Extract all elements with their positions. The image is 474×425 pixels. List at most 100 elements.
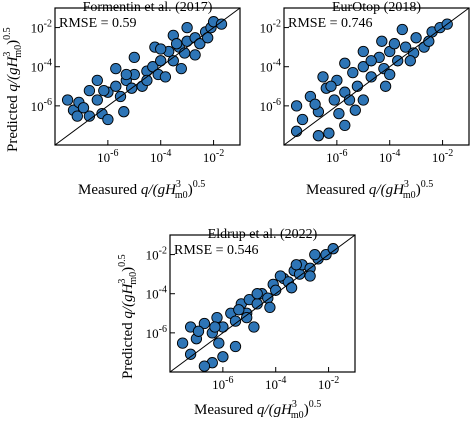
x-axis-label: Measured q/(gH3 m0)0.5 (194, 399, 321, 420)
data-point (357, 94, 369, 106)
data-point (349, 104, 361, 116)
data-point (110, 62, 122, 75)
data-point (293, 268, 306, 280)
data-point (339, 119, 351, 132)
rmse-annotation: RMSE = 0.546 (174, 243, 259, 258)
data-point (404, 55, 416, 67)
chart-panel-2: 10-6 10-4 10-2 10-6 10-4 10-2 EurOtop (2018)RM… (260, 0, 470, 165)
data-point (290, 100, 303, 112)
plot-frame (54, 7, 241, 146)
data-point (61, 94, 74, 106)
x-tick-label: 10-4 (150, 148, 171, 165)
y-tick-label: 10-2 (31, 19, 52, 36)
data-point (328, 94, 340, 106)
data-point (229, 315, 242, 327)
data-point (202, 32, 214, 44)
data-point (241, 311, 253, 324)
data-point (290, 125, 303, 137)
data-point (376, 35, 388, 47)
data-point (323, 127, 335, 139)
data-point (410, 32, 422, 44)
data-point (248, 321, 260, 333)
x-tick-label: 10-6 (212, 375, 233, 392)
data-point (379, 80, 392, 92)
data-point (399, 41, 412, 53)
y-tick-label: 10-4 (146, 285, 167, 302)
data-point (147, 61, 159, 73)
data-point (309, 248, 321, 261)
data-point (388, 38, 401, 50)
scatter-points (176, 243, 339, 372)
data-point (357, 45, 369, 58)
data-point (365, 55, 377, 67)
data-point (339, 57, 351, 69)
data-point (290, 259, 302, 271)
data-point (155, 55, 167, 67)
y-axis-label: Predicted q/(gH3m0)0.5 (117, 254, 139, 379)
y-tick-label: 10-6 (260, 97, 281, 114)
data-point (170, 38, 183, 50)
data-point (189, 49, 201, 61)
scatter-points (61, 16, 228, 126)
data-point (296, 113, 309, 126)
data-point (175, 62, 187, 75)
data-point (317, 71, 329, 83)
data-point (211, 311, 223, 324)
x-axis-label: Measured q/(gH3 m0)0.5 (306, 179, 433, 201)
data-point (176, 337, 189, 349)
data-point (396, 23, 408, 36)
data-point (184, 348, 197, 360)
data-point (198, 317, 211, 330)
x-tick-label: 10-6 (326, 148, 347, 165)
x-tick-label: 10-6 (97, 148, 118, 165)
data-point (77, 102, 90, 114)
x-axis-label: Measured q/(gH3 m0)0.5 (78, 179, 205, 201)
data-point (128, 51, 140, 64)
data-point (91, 94, 103, 106)
chart-panel-3: 10-6 10-4 10-2 10-6 10-4 10-2 Eldrup et al. (2… (146, 227, 356, 392)
rmse-annotation: RMSE = 0.59 (59, 16, 137, 31)
data-point (384, 68, 396, 81)
reference-line-y-equals-x (283, 7, 470, 146)
reference-line-y-equals-x (169, 234, 356, 373)
data-point (102, 113, 114, 126)
data-point (91, 74, 103, 87)
x-tick-label: 10-4 (379, 148, 400, 165)
chart-title: Eldrup et al. (2022) (208, 227, 318, 242)
data-point (264, 301, 276, 314)
data-point (309, 98, 321, 110)
data-point (312, 130, 325, 142)
data-point (333, 107, 345, 120)
y-tick-label: 10-4 (31, 58, 52, 75)
chart-title: EurOtop (2018) (332, 0, 421, 15)
data-point (351, 80, 364, 92)
chart-panel-1: 10-6 10-4 10-2 10-6 10-4 10-2 Formentin et al.… (31, 0, 241, 165)
data-point (215, 18, 228, 30)
data-point (274, 270, 287, 282)
y-tick-label: 10-4 (260, 58, 281, 75)
data-point (110, 80, 122, 92)
data-point (325, 80, 337, 92)
y-axis-label: Predicted q/(gH3m0)0.5 (2, 27, 24, 152)
data-point (120, 68, 132, 81)
data-point (192, 325, 205, 337)
chart-title: Formentin et al. (2017) (83, 0, 213, 15)
data-point (194, 38, 206, 50)
reference-line-y-equals-x (54, 7, 241, 146)
data-point (327, 243, 339, 255)
y-tick-label: 10-2 (146, 246, 167, 263)
data-point (320, 248, 332, 261)
x-tick-label: 10-2 (203, 148, 224, 165)
plot-frame (283, 7, 470, 146)
y-tick-label: 10-6 (31, 97, 52, 114)
y-tick-label: 10-6 (146, 324, 167, 341)
rmse-annotation: RMSE = 0.746 (288, 16, 373, 31)
data-point (251, 288, 263, 300)
data-point (181, 21, 193, 34)
data-point (118, 106, 130, 118)
data-point (209, 321, 221, 333)
data-point (198, 360, 211, 372)
data-point (71, 110, 83, 122)
x-tick-label: 10-4 (265, 375, 286, 392)
